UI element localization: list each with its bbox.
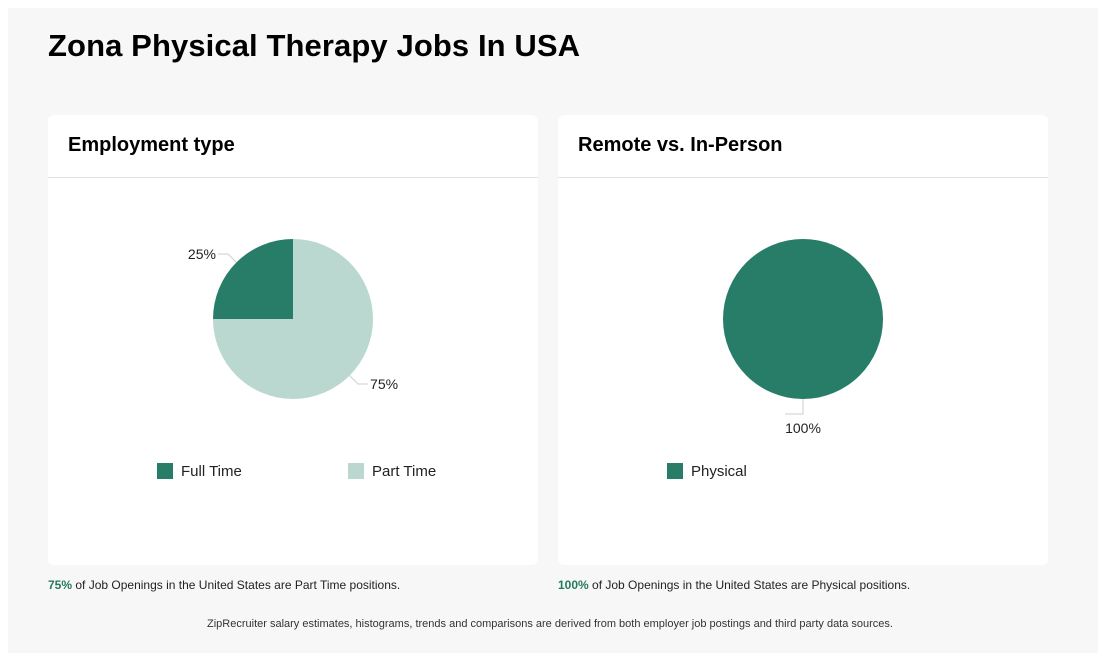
legend-swatch-full-time xyxy=(157,463,173,479)
card-header: Remote vs. In-Person xyxy=(558,115,1048,178)
slice-leader-line xyxy=(785,399,804,415)
footer-disclaimer: ZipRecruiter salary estimates, histogram… xyxy=(207,618,893,630)
legend-swatch-physical xyxy=(667,463,683,479)
legend-label-full-time: Full Time xyxy=(181,463,242,480)
employment-type-pie-chart: 25% 75% Full Time Part Time xyxy=(157,239,436,480)
employment-type-caption: 75% of Job Openings in the United States… xyxy=(48,578,400,592)
pie-slice-full-time xyxy=(213,239,293,319)
caption-percent: 75% xyxy=(48,578,73,592)
legend-label-part-time: Part Time xyxy=(372,463,436,480)
remote-vs-in-person-caption: 100% of Job Openings in the United State… xyxy=(558,578,910,592)
remote-vs-in-person-card: Remote vs. In-Person 100% Physical xyxy=(558,115,1048,565)
legend-swatch-part-time xyxy=(348,463,364,479)
slice-leader-line xyxy=(217,253,237,263)
slice-label-full-time: 25% xyxy=(188,246,216,262)
card-header: Employment type xyxy=(48,115,538,178)
legend-label-physical: Physical xyxy=(691,463,747,480)
pie-slice-physical xyxy=(723,239,883,399)
remote-vs-in-person-pie-chart: 100% Physical xyxy=(667,239,883,480)
caption-percent: 100% xyxy=(558,578,589,592)
caption-text: of Job Openings in the United States are… xyxy=(588,578,911,592)
employment-type-card: Employment type 25% 75% Full Time Part Time xyxy=(48,115,538,565)
pie-slice-part-time xyxy=(213,239,373,399)
chart-title: Remote vs. In-Person xyxy=(578,134,783,156)
caption-text: of Job Openings in the United States are… xyxy=(72,578,401,592)
slice-label-part-time: 75% xyxy=(370,376,398,392)
slice-label-physical: 100% xyxy=(785,420,821,436)
slice-leader-line xyxy=(349,375,369,385)
page-title: Zona Physical Therapy Jobs In USA xyxy=(48,28,581,63)
chart-title: Employment type xyxy=(68,134,235,156)
